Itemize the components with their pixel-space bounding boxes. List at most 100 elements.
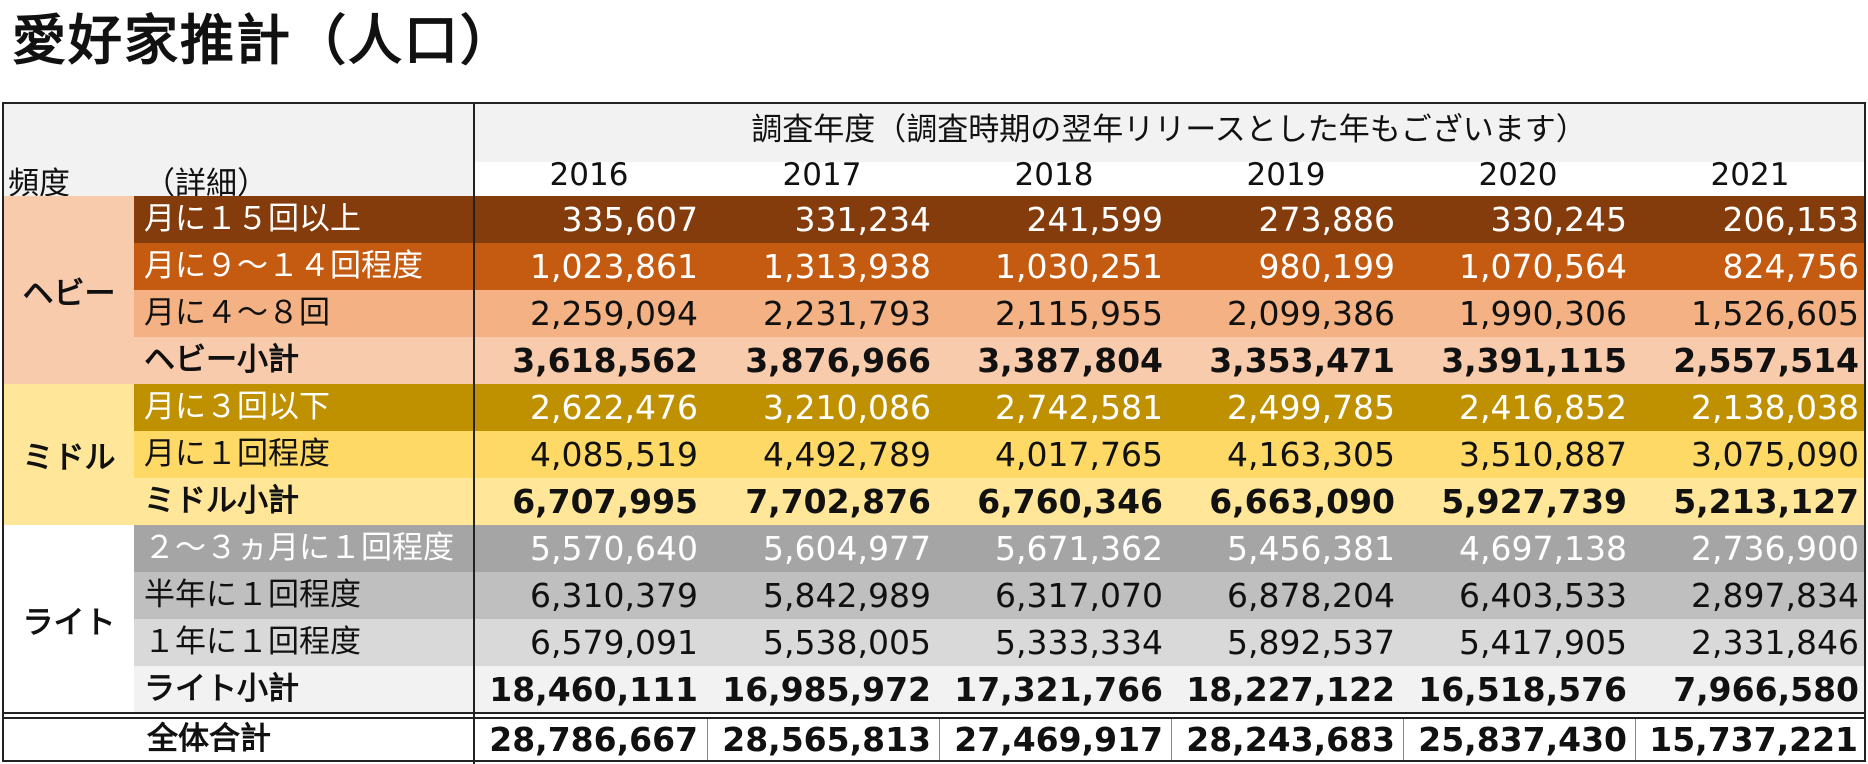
value-cell-2018: 4,017,765 bbox=[995, 435, 1163, 474]
value-cell-2018: 5,671,362 bbox=[995, 529, 1163, 568]
row-label: １年に１回程度 bbox=[144, 624, 361, 660]
survey-year-caption: 調査年度（調査時期の翌年リリースとした年もございます） bbox=[751, 112, 1587, 148]
value-cell-2018: 6,317,070 bbox=[995, 576, 1163, 615]
row-label: 月に３回以下 bbox=[144, 389, 330, 425]
value-cell-2021: 5,213,127 bbox=[1673, 482, 1859, 521]
value-cell-2021: 2,736,900 bbox=[1691, 529, 1859, 568]
value-cell-2019: 6,878,204 bbox=[1227, 576, 1395, 615]
total-cell-2021: 15,737,221 bbox=[1635, 719, 1864, 760]
total-cell-2020: 25,837,430 bbox=[1403, 719, 1633, 760]
value-cell-2017: 5,538,005 bbox=[763, 623, 931, 662]
value-cell-2021: 206,153 bbox=[1722, 200, 1859, 239]
value-cell-2021: 1,526,605 bbox=[1691, 294, 1859, 333]
value-cell-2017: 5,604,977 bbox=[763, 529, 931, 568]
page-title: 愛好家推計（人口） bbox=[12, 9, 516, 72]
total-divider-line bbox=[4, 712, 1864, 714]
value-cell-2017: 2,231,793 bbox=[763, 294, 931, 333]
value-cell-2017: 5,842,989 bbox=[763, 576, 931, 615]
row-background bbox=[134, 478, 1864, 525]
value-cell-2016: 2,259,094 bbox=[530, 294, 698, 333]
row-label: ミドル小計 bbox=[144, 483, 299, 519]
value-cell-2016: 6,707,995 bbox=[512, 482, 698, 521]
total-divider-line-2 bbox=[4, 717, 1864, 719]
value-cell-2019: 5,456,381 bbox=[1227, 529, 1395, 568]
value-cell-2018: 17,321,766 bbox=[954, 670, 1163, 709]
value-cell-2020: 3,510,887 bbox=[1459, 435, 1627, 474]
total-cell-2016: 28,786,667 bbox=[489, 720, 698, 759]
value-cell-2019: 4,163,305 bbox=[1227, 435, 1395, 474]
row-background bbox=[134, 572, 1864, 619]
value-cell-2017: 16,985,972 bbox=[722, 670, 931, 709]
value-cell-2021: 7,966,580 bbox=[1673, 670, 1859, 709]
row-background bbox=[134, 619, 1864, 666]
row-label: 月に４～８回 bbox=[144, 295, 330, 331]
value-cell-2016: 4,085,519 bbox=[530, 435, 698, 474]
year-header-2018: 2018 bbox=[1014, 157, 1094, 193]
row-background bbox=[134, 243, 1864, 290]
value-cell-2020: 5,927,739 bbox=[1441, 482, 1627, 521]
value-cell-2021: 2,897,834 bbox=[1691, 576, 1859, 615]
value-cell-2019: 273,886 bbox=[1258, 200, 1395, 239]
value-cell-2021: 2,138,038 bbox=[1691, 388, 1859, 427]
label-column-divider bbox=[473, 104, 475, 764]
value-cell-2020: 5,417,905 bbox=[1459, 623, 1627, 662]
value-cell-2020: 1,070,564 bbox=[1459, 247, 1627, 286]
value-cell-2017: 1,313,938 bbox=[763, 247, 931, 286]
value-cell-2018: 241,599 bbox=[1026, 200, 1163, 239]
value-cell-2019: 18,227,122 bbox=[1186, 670, 1395, 709]
value-cell-2021: 2,557,514 bbox=[1673, 341, 1859, 380]
total-cell-2017: 28,565,813 bbox=[707, 719, 937, 760]
total-cell-2018: 27,469,917 bbox=[939, 719, 1169, 760]
value-cell-2016: 5,570,640 bbox=[530, 529, 698, 568]
value-cell-2017: 3,876,966 bbox=[745, 341, 931, 380]
row-background bbox=[134, 384, 1864, 431]
row-background bbox=[134, 525, 1864, 572]
value-cell-2018: 1,030,251 bbox=[995, 247, 1163, 286]
value-cell-2017: 7,702,876 bbox=[745, 482, 931, 521]
value-cell-2016: 1,023,861 bbox=[530, 247, 698, 286]
value-cell-2020: 3,391,115 bbox=[1441, 341, 1627, 380]
row-background bbox=[134, 196, 1864, 243]
value-cell-2018: 2,115,955 bbox=[995, 294, 1163, 333]
value-cell-2020: 1,990,306 bbox=[1459, 294, 1627, 333]
year-header-2021: 2021 bbox=[1710, 157, 1790, 193]
value-cell-2017: 3,210,086 bbox=[763, 388, 931, 427]
value-cell-2020: 16,518,576 bbox=[1418, 670, 1627, 709]
row-label: 月に１５回以上 bbox=[144, 201, 361, 237]
value-cell-2017: 4,492,789 bbox=[763, 435, 931, 474]
value-cell-2016: 2,622,476 bbox=[530, 388, 698, 427]
row-label: 半年に１回程度 bbox=[144, 577, 361, 613]
value-cell-2021: 3,075,090 bbox=[1691, 435, 1859, 474]
row-label: ２～３ヵ月に１回程度 bbox=[144, 530, 454, 566]
value-cell-2019: 980,199 bbox=[1258, 247, 1395, 286]
value-cell-2021: 824,756 bbox=[1722, 247, 1859, 286]
value-cell-2019: 2,499,785 bbox=[1227, 388, 1395, 427]
value-cell-2018: 3,387,804 bbox=[977, 341, 1163, 380]
row-label: ライト小計 bbox=[144, 671, 299, 707]
total-cell-2019: 28,243,683 bbox=[1171, 719, 1401, 760]
value-cell-2018: 6,760,346 bbox=[977, 482, 1163, 521]
row-background bbox=[134, 431, 1864, 478]
header-background bbox=[4, 104, 1864, 162]
group-label-light: ライト bbox=[4, 525, 134, 713]
year-header-2017: 2017 bbox=[782, 157, 862, 193]
population-table: 調査年度（調査時期の翌年リリースとした年もございます） 頻度 （詳細） 2016… bbox=[2, 102, 1866, 764]
value-cell-2020: 330,245 bbox=[1490, 200, 1627, 239]
value-cell-2020: 6,403,533 bbox=[1459, 576, 1627, 615]
value-cell-2019: 3,353,471 bbox=[1209, 341, 1395, 380]
year-header-2019: 2019 bbox=[1246, 157, 1326, 193]
value-cell-2020: 4,697,138 bbox=[1459, 529, 1627, 568]
year-header-2016: 2016 bbox=[549, 157, 629, 193]
value-cell-2016: 3,618,562 bbox=[512, 341, 698, 380]
row-background bbox=[134, 290, 1864, 337]
value-cell-2019: 6,663,090 bbox=[1209, 482, 1395, 521]
value-cell-2016: 335,607 bbox=[561, 200, 698, 239]
value-cell-2020: 2,416,852 bbox=[1459, 388, 1627, 427]
value-cell-2016: 18,460,111 bbox=[489, 670, 698, 709]
value-cell-2018: 5,333,334 bbox=[995, 623, 1163, 662]
row-label: 月に９～１４回程度 bbox=[144, 248, 423, 284]
row-background bbox=[134, 337, 1864, 384]
row-label: ヘビー小計 bbox=[144, 342, 299, 378]
value-cell-2017: 331,234 bbox=[794, 200, 931, 239]
value-cell-2016: 6,310,379 bbox=[530, 576, 698, 615]
